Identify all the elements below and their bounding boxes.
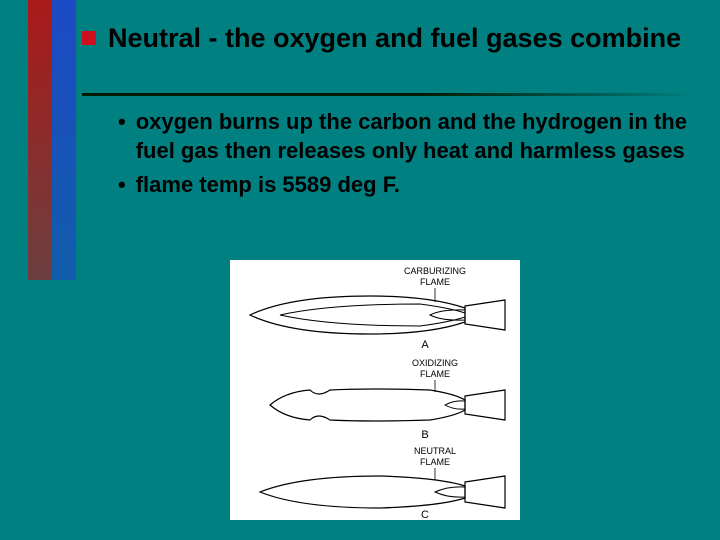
title-block: Neutral - the oxygen and fuel gases comb… bbox=[82, 22, 694, 56]
list-item: • flame temp is 5589 deg F. bbox=[118, 171, 690, 200]
title-bullet-icon bbox=[82, 31, 96, 45]
flame-diagram: CARBURIZING FLAME A OXIDIZING FLAME B bbox=[230, 260, 520, 520]
list-item: • oxygen burns up the carbon and the hyd… bbox=[118, 108, 690, 165]
slide-title: Neutral - the oxygen and fuel gases comb… bbox=[108, 22, 681, 56]
flame-c: NEUTRAL FLAME C bbox=[260, 446, 505, 520]
flame-b: OXIDIZING FLAME B bbox=[270, 358, 505, 441]
flame-b-label1: OXIDIZING bbox=[412, 358, 458, 368]
bullet-list: • oxygen burns up the carbon and the hyd… bbox=[118, 108, 690, 206]
bullet-text: flame temp is 5589 deg F. bbox=[136, 171, 400, 200]
accent-red-bar bbox=[28, 0, 52, 280]
bullet-dot-icon: • bbox=[118, 108, 126, 137]
title-separator bbox=[82, 93, 694, 96]
bullet-dot-icon: • bbox=[118, 171, 126, 200]
accent-blue-bar bbox=[52, 0, 76, 280]
flame-svg: CARBURIZING FLAME A OXIDIZING FLAME B bbox=[230, 260, 520, 520]
bullet-text: oxygen burns up the carbon and the hydro… bbox=[136, 108, 690, 165]
flame-a-label2: FLAME bbox=[420, 277, 450, 287]
side-accent bbox=[28, 0, 76, 280]
flame-a: CARBURIZING FLAME A bbox=[250, 266, 505, 351]
flame-b-label2: FLAME bbox=[420, 369, 450, 379]
flame-a-letter: A bbox=[421, 339, 429, 351]
flame-c-letter: C bbox=[421, 509, 429, 520]
flame-a-label1: CARBURIZING bbox=[404, 266, 466, 276]
flame-c-label2: FLAME bbox=[420, 457, 450, 467]
flame-c-label1: NEUTRAL bbox=[414, 446, 456, 456]
flame-b-letter: B bbox=[421, 429, 428, 441]
